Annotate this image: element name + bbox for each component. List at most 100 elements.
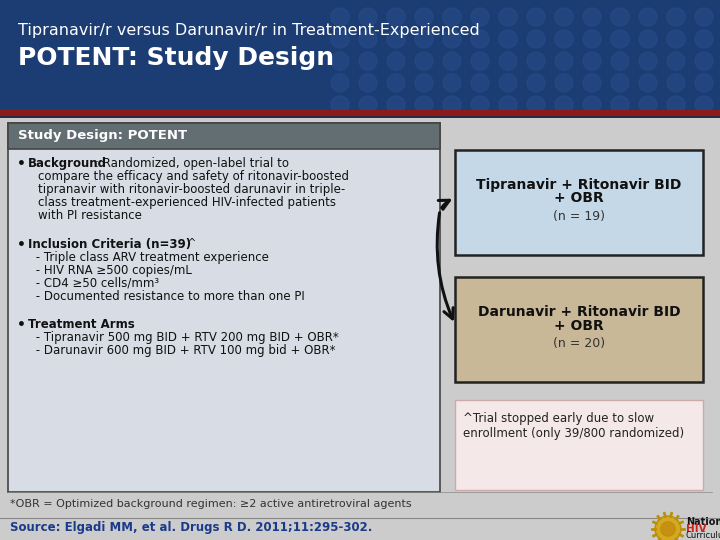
Circle shape <box>695 30 713 48</box>
Text: class treatment-experienced HIV-infected patients: class treatment-experienced HIV-infected… <box>38 196 336 209</box>
Text: Curriculum: Curriculum <box>686 531 720 540</box>
Circle shape <box>661 522 675 536</box>
Circle shape <box>667 52 685 70</box>
Circle shape <box>555 96 573 114</box>
Circle shape <box>611 52 629 70</box>
Bar <box>455 277 703 382</box>
Text: Tipranavir/r versus Darunavir/r in Treatment-Experienced: Tipranavir/r versus Darunavir/r in Treat… <box>18 23 480 37</box>
Text: - Darunavir 600 mg BID + RTV 100 mg bid + OBR*: - Darunavir 600 mg BID + RTV 100 mg bid … <box>32 344 336 357</box>
Circle shape <box>471 74 489 92</box>
Circle shape <box>471 8 489 26</box>
Circle shape <box>499 74 517 92</box>
Circle shape <box>415 8 433 26</box>
Bar <box>455 150 703 255</box>
Text: ^Trial stopped early due to slow: ^Trial stopped early due to slow <box>463 412 654 425</box>
Circle shape <box>415 30 433 48</box>
Circle shape <box>639 96 657 114</box>
Circle shape <box>611 8 629 26</box>
Text: Study Design: POTENT: Study Design: POTENT <box>18 130 187 143</box>
Circle shape <box>415 52 433 70</box>
Circle shape <box>695 52 713 70</box>
Circle shape <box>695 8 713 26</box>
Circle shape <box>527 96 545 114</box>
Circle shape <box>387 8 405 26</box>
Circle shape <box>583 74 601 92</box>
Circle shape <box>695 96 713 114</box>
Text: compare the efficacy and safety of ritonavir-boosted: compare the efficacy and safety of riton… <box>38 170 349 183</box>
Bar <box>0 118 720 540</box>
Circle shape <box>499 30 517 48</box>
Text: - Triple class ARV treatment experience: - Triple class ARV treatment experience <box>32 251 269 264</box>
Circle shape <box>667 74 685 92</box>
Circle shape <box>667 30 685 48</box>
Text: - Tipranavir 500 mg BID + RTV 200 mg BID + OBR*: - Tipranavir 500 mg BID + RTV 200 mg BID… <box>32 331 338 344</box>
Circle shape <box>471 52 489 70</box>
Circle shape <box>583 8 601 26</box>
Circle shape <box>387 74 405 92</box>
Circle shape <box>695 74 713 92</box>
Circle shape <box>359 30 377 48</box>
Circle shape <box>555 8 573 26</box>
Circle shape <box>443 74 461 92</box>
Circle shape <box>331 52 349 70</box>
Circle shape <box>555 52 573 70</box>
Text: + OBR: + OBR <box>554 319 604 333</box>
Circle shape <box>667 8 685 26</box>
Circle shape <box>331 8 349 26</box>
Bar <box>0 116 720 118</box>
Text: - Documented resistance to more than one PI: - Documented resistance to more than one… <box>32 289 305 302</box>
Circle shape <box>555 30 573 48</box>
Text: tipranavir with ritonavir-boosted darunavir in triple-: tipranavir with ritonavir-boosted daruna… <box>38 183 346 196</box>
Circle shape <box>639 8 657 26</box>
Circle shape <box>359 96 377 114</box>
Text: (n = 19): (n = 19) <box>553 210 605 223</box>
Text: •: • <box>17 157 26 171</box>
Text: •: • <box>17 318 26 332</box>
Circle shape <box>583 30 601 48</box>
Circle shape <box>331 74 349 92</box>
Circle shape <box>443 30 461 48</box>
Circle shape <box>471 30 489 48</box>
Circle shape <box>415 74 433 92</box>
Circle shape <box>527 52 545 70</box>
Circle shape <box>527 30 545 48</box>
Circle shape <box>639 30 657 48</box>
Circle shape <box>667 96 685 114</box>
Circle shape <box>443 8 461 26</box>
Circle shape <box>443 52 461 70</box>
Bar <box>8 123 440 492</box>
Bar <box>0 0 720 110</box>
Text: with PI resistance: with PI resistance <box>38 209 142 222</box>
Circle shape <box>359 52 377 70</box>
Circle shape <box>499 96 517 114</box>
Bar <box>455 400 703 490</box>
Text: + OBR: + OBR <box>554 192 604 206</box>
Text: •: • <box>17 238 26 252</box>
Text: Treatment Arms: Treatment Arms <box>28 318 135 331</box>
Circle shape <box>415 96 433 114</box>
Text: HIV: HIV <box>686 524 706 534</box>
Circle shape <box>611 96 629 114</box>
Text: Darunavir + Ritonavir BID: Darunavir + Ritonavir BID <box>477 305 680 319</box>
Circle shape <box>655 516 681 540</box>
Circle shape <box>359 74 377 92</box>
Circle shape <box>583 96 601 114</box>
Circle shape <box>443 96 461 114</box>
Circle shape <box>331 96 349 114</box>
Circle shape <box>527 74 545 92</box>
Text: - CD4 ≥50 cells/mm³: - CD4 ≥50 cells/mm³ <box>32 276 159 289</box>
Bar <box>0 110 720 116</box>
Bar <box>8 123 440 149</box>
Circle shape <box>387 30 405 48</box>
Circle shape <box>471 96 489 114</box>
Circle shape <box>527 8 545 26</box>
Text: Source: Elgadi MM, et al. Drugs R D. 2011;11:295-302.: Source: Elgadi MM, et al. Drugs R D. 201… <box>10 522 372 535</box>
Circle shape <box>499 52 517 70</box>
Text: POTENT: Study Design: POTENT: Study Design <box>18 46 334 70</box>
Circle shape <box>499 8 517 26</box>
Circle shape <box>359 8 377 26</box>
Text: ^: ^ <box>188 238 196 248</box>
Circle shape <box>611 74 629 92</box>
Text: : Randomized, open-label trial to: : Randomized, open-label trial to <box>95 157 289 170</box>
Circle shape <box>583 52 601 70</box>
